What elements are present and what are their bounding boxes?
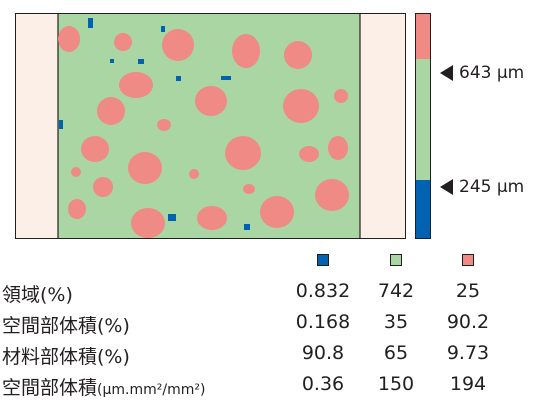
volume-map-image xyxy=(15,13,406,239)
pore-regions-low xyxy=(59,18,250,230)
value-low: 0.832 xyxy=(295,280,351,302)
pore-regions-high xyxy=(58,26,349,238)
scale-segment-high xyxy=(416,14,430,59)
value-mid: 150 xyxy=(377,373,415,395)
right-side-panel xyxy=(360,14,405,238)
value-mid: 35 xyxy=(383,311,409,333)
value-high: 194 xyxy=(449,373,487,395)
table-row: 領域(%) 0.832 742 25 xyxy=(0,280,540,308)
value-high: 25 xyxy=(455,280,481,302)
value-high: 90.2 xyxy=(446,311,490,333)
table-row: 材料部体積(%) 90.8 65 9.73 xyxy=(0,342,540,370)
threshold-label-lower: 245 μm xyxy=(459,177,525,197)
table-row: 空間部体積(μm.mm²/mm²) 0.36 150 194 xyxy=(0,373,540,401)
threshold-marker-lower: 245 μm xyxy=(440,177,524,197)
threshold-marker-upper: 643 μm xyxy=(440,63,524,83)
scale-segment-low xyxy=(416,179,430,238)
scale-segment-mid xyxy=(416,58,430,180)
color-scale-bar xyxy=(415,13,431,239)
row-label: 領域(%) xyxy=(2,284,73,306)
legend-swatch-mid xyxy=(390,254,402,266)
value-mid: 65 xyxy=(383,342,409,364)
row-label: 空間部体積(μm.mm²/mm²) xyxy=(2,377,206,399)
value-low: 90.8 xyxy=(301,342,345,364)
left-side-panel xyxy=(16,14,58,238)
legend-swatch-high xyxy=(462,254,474,266)
legend-swatch-low xyxy=(317,254,329,266)
volume-map-graphic xyxy=(16,14,405,238)
row-label: 空間部体積(%) xyxy=(2,315,130,337)
threshold-label-upper: 643 μm xyxy=(459,63,525,83)
value-high: 9.73 xyxy=(446,342,490,364)
map-field xyxy=(58,14,360,238)
value-mid: 742 xyxy=(377,280,415,302)
value-low: 0.168 xyxy=(295,311,351,333)
left-pointing-triangle-icon xyxy=(440,65,453,81)
row-label: 材料部体積(%) xyxy=(2,346,130,368)
value-low: 0.36 xyxy=(301,373,345,395)
left-pointing-triangle-icon xyxy=(440,179,453,195)
table-row: 空間部体積(%) 0.168 35 90.2 xyxy=(0,311,540,339)
